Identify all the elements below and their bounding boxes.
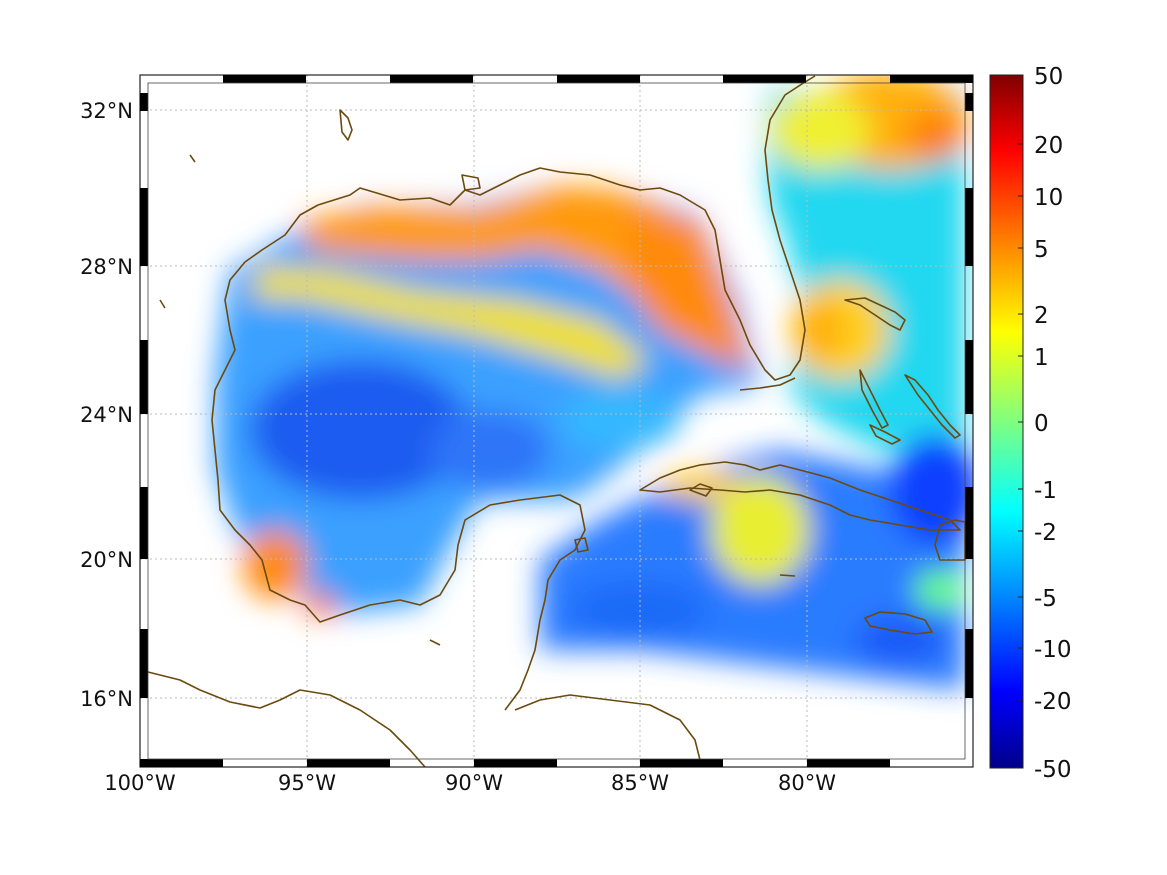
coastline <box>139 75 966 768</box>
colorbar-ticks <box>1018 74 1023 769</box>
anomaly-field <box>215 75 973 690</box>
colorbar: 50 20 10 5 2 1 0 -1 -2 -5 -10 -20 -50 <box>989 64 1072 783</box>
central-gulf-cool <box>250 360 470 500</box>
colorbar-label: -10 <box>1034 637 1072 663</box>
lon-label: 90°W <box>445 771 503 795</box>
colorbar-label: 1 <box>1034 345 1049 371</box>
lon-label: 100°W <box>104 771 176 795</box>
campeche-warm <box>243 530 307 600</box>
map-frame <box>139 74 974 768</box>
colorbar-label: 5 <box>1034 237 1049 263</box>
north-shelf-yellow <box>250 265 650 380</box>
colorbar-label: -50 <box>1034 757 1072 783</box>
colorbar-label: -2 <box>1034 520 1057 546</box>
lat-label: 24°N <box>80 403 133 427</box>
colorbar-label: -5 <box>1034 586 1057 612</box>
lat-label: 20°N <box>80 548 133 572</box>
latitude-axis: 32°N 28°N 24°N 20°N 16°N <box>80 99 133 711</box>
lat-label: 16°N <box>80 687 133 711</box>
colorbar-label: 50 <box>1034 64 1063 90</box>
lat-label: 32°N <box>80 99 133 123</box>
lon-label: 85°W <box>611 771 669 795</box>
north-shelf-warm <box>300 185 720 320</box>
longitude-axis: 100°W 95°W 90°W 85°W 80°W <box>104 771 836 795</box>
colorbar-label: 10 <box>1034 185 1063 211</box>
south-cuba-warm <box>710 475 810 585</box>
colorbar-label: 2 <box>1034 303 1049 329</box>
lon-label: 80°W <box>778 771 836 795</box>
west-florida-warm <box>630 210 750 370</box>
colorbar-gradient <box>989 74 1024 769</box>
colorbar-label: -20 <box>1034 689 1072 715</box>
lat-label: 28°N <box>80 255 133 279</box>
colorbar-label: -1 <box>1034 478 1057 504</box>
lon-label: 95°W <box>278 771 336 795</box>
colorbar-label: 20 <box>1034 133 1063 159</box>
colorbar-label: 0 <box>1034 411 1049 437</box>
